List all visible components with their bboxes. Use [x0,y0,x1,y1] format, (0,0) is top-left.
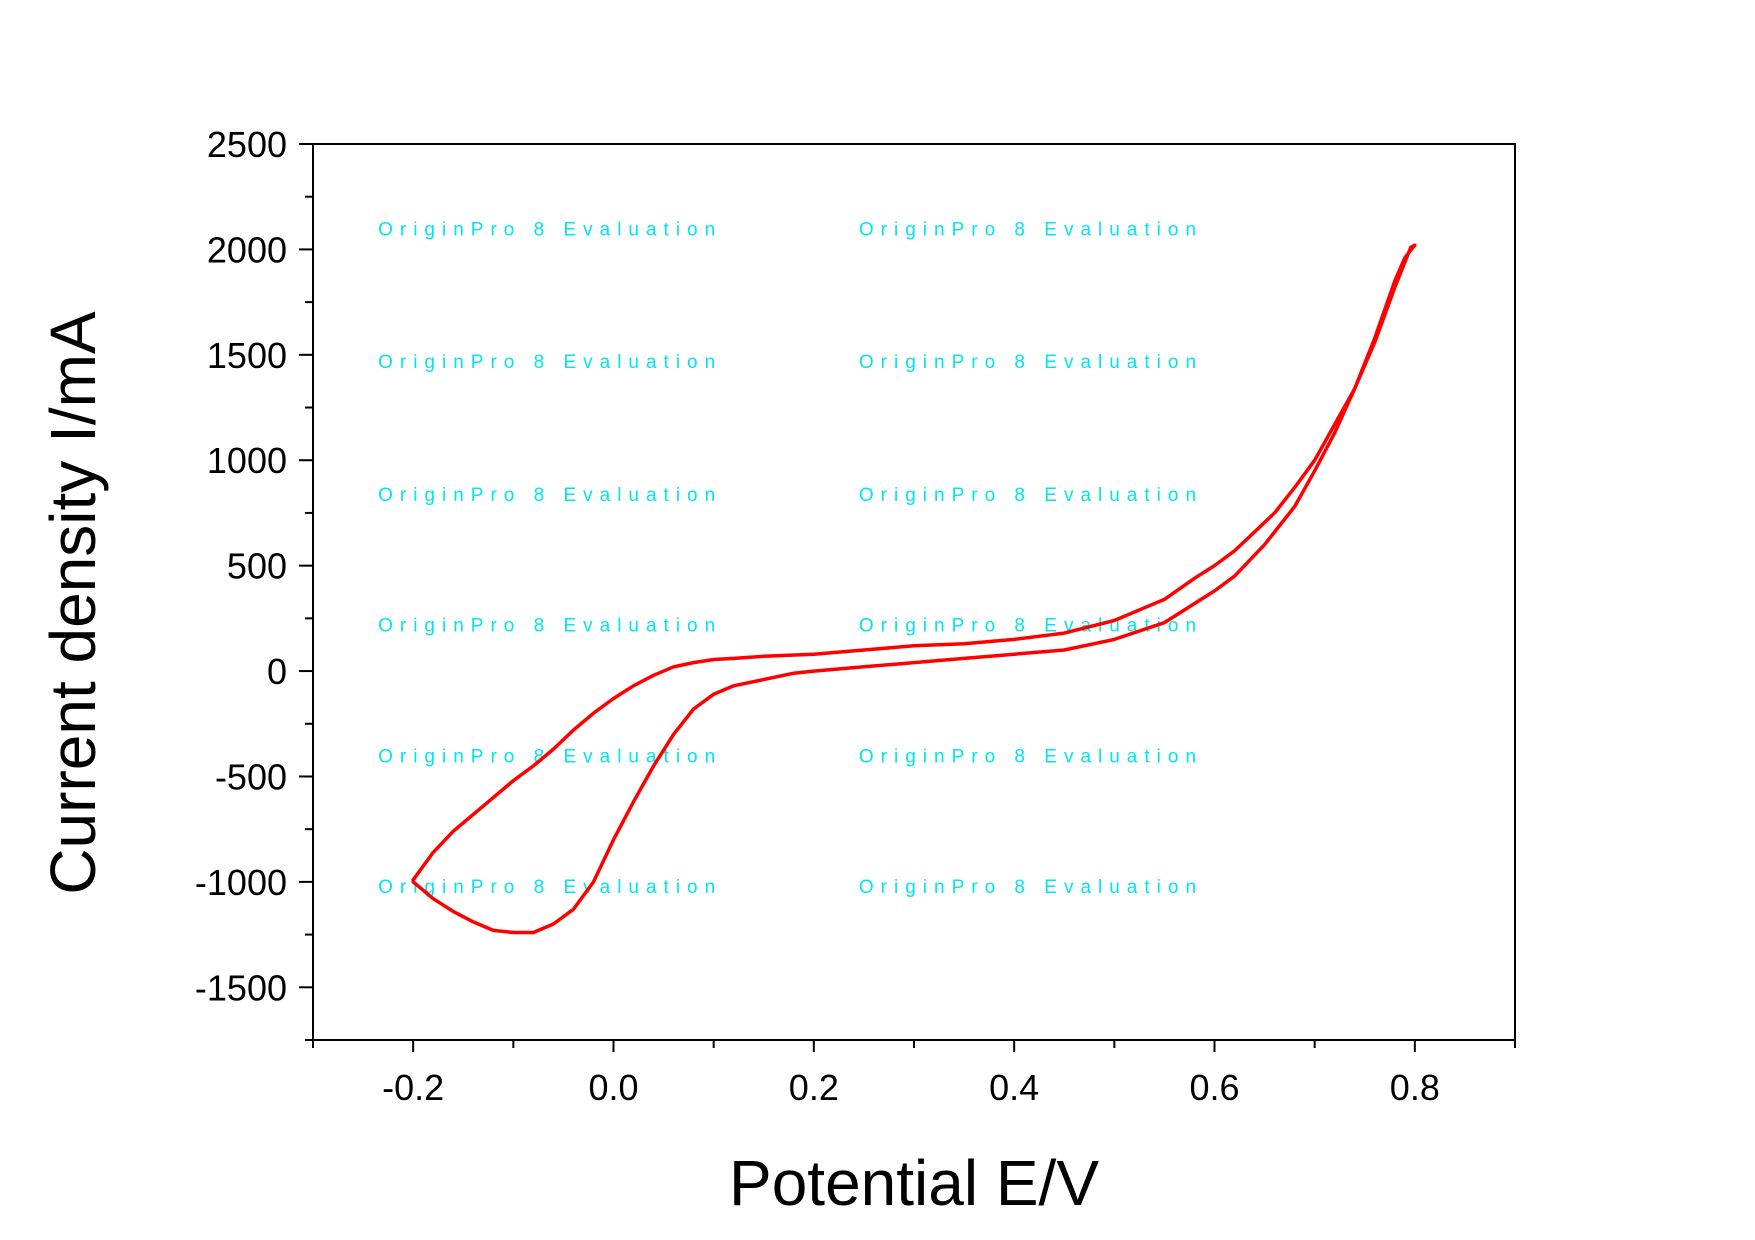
axis-ticks [299,143,1516,1052]
watermark-text: OriginPro 8 Evaluation [378,352,722,373]
y-axis-title: Current density I/mA [37,311,109,895]
watermark-text: OriginPro 8 Evaluation [378,877,722,898]
x-tick-label: 0.0 [588,1067,638,1108]
watermark-layer: OriginPro 8 Evaluation OriginPro 8 Evalua… [378,219,1203,898]
watermark-text: OriginPro 8 Evaluation [378,485,722,506]
watermark-text: OriginPro 8 Evaluation [859,219,1203,240]
y-tick-label: 500 [227,546,287,587]
cv-curve-line [411,243,1417,935]
watermark-text: OriginPro 8 Evaluation [378,219,722,240]
y-tick-label: 1500 [207,335,287,376]
y-tick-label: -1000 [195,862,287,903]
watermark-text: OriginPro 8 Evaluation [378,616,722,637]
y-tick-label: 0 [267,651,287,692]
y-tick-label: 2500 [207,124,287,165]
y-tick-label: -1500 [195,967,287,1008]
x-tick-label: 0.6 [1189,1067,1239,1108]
watermark-text: OriginPro 8 Evaluation [859,485,1203,506]
watermark-text: OriginPro 8 Evaluation [859,746,1203,767]
x-tick-label: 0.2 [789,1067,839,1108]
x-tick-label: -0.2 [382,1067,444,1108]
watermark-text: OriginPro 8 Evaluation [859,352,1203,373]
x-axis-title: Potential E/V [729,1147,1099,1219]
watermark-text: OriginPro 8 Evaluation [859,877,1203,898]
y-tick-label: 2000 [207,229,287,270]
tick-labels: -0.2 0.0 0.2 0.4 0.6 0.8 2500 2000 1500 1000 500 0 -… [195,124,1440,1108]
x-tick-label: 0.8 [1390,1067,1440,1108]
y-tick-label: 1000 [207,440,287,481]
plot-frame [312,143,1516,1041]
x-tick-label: 0.4 [989,1067,1039,1108]
y-tick-label: -500 [215,756,287,797]
